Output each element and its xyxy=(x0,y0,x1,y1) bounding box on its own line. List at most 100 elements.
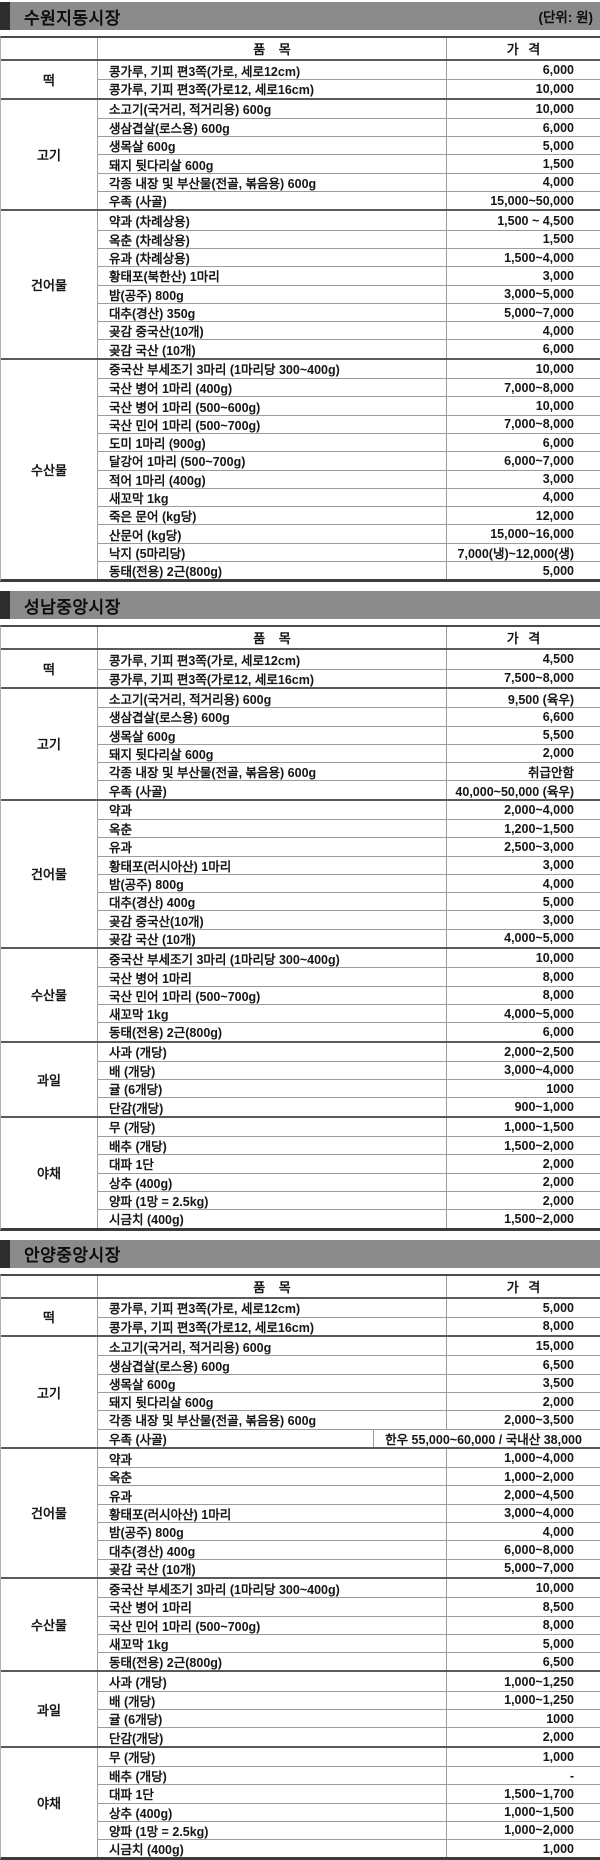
item-name: 배추 (개당) xyxy=(98,1766,447,1785)
table-row: 달강어 1마리 (500~700g) 6,000~7,000 xyxy=(98,451,600,470)
table-row: 콩가루, 기피 편3쪽(가로12, 세로16cm) 10,000 xyxy=(98,79,600,98)
item-name: 소고기(국거리, 적거리용) 600g xyxy=(98,688,447,708)
item-price: 3,000~4,000 xyxy=(504,1506,574,1521)
category-label: 건어물 xyxy=(1,211,98,358)
item-name: 무 (개당) xyxy=(98,1747,447,1766)
item-name: 돼지 뒷다리살 600g xyxy=(98,744,447,763)
item-name: 적어 1마리 (400g) xyxy=(98,470,447,488)
item-name: 배 (개당) xyxy=(98,1691,447,1710)
table-row: 생목살 600g 5,000 xyxy=(98,136,600,155)
item-price: 2,000~4,000 xyxy=(504,802,574,817)
category-group: 과일 사과 (개당) 2,000~2,500 배 (개당) 3,000~4,000 귤 (… xyxy=(1,1040,600,1116)
market-title: 안양중앙시장 xyxy=(24,1246,121,1266)
item-name: 유과 xyxy=(98,1486,447,1504)
table-row: 유과 (차례상용) 1,500~4,000 xyxy=(98,247,600,267)
item-price: 6,000 xyxy=(542,1024,574,1039)
item-name: 우족 (사골) xyxy=(98,192,447,210)
item-price: 8,000 xyxy=(542,1319,574,1334)
item-name: 우족 (사골) xyxy=(98,781,447,799)
table-row: 곶감 국산 (10개) 6,000 xyxy=(98,339,600,358)
item-name: 동태(전용) 2근(800g) xyxy=(98,562,447,580)
table-row: 사과 (개당) 2,000~2,500 xyxy=(98,1042,600,1061)
table-row: 국산 민어 1마리 (500~700g) 8,000 xyxy=(98,985,600,1004)
item-name: 국산 병어 1마리 xyxy=(98,968,447,986)
item-price: 6,000~7,000 xyxy=(504,453,574,468)
table-row: 상추 (400g) 1,000~1,500 xyxy=(98,1802,600,1821)
item-name: 밤(공주) 800g xyxy=(98,874,447,893)
table-row: 소고기(국거리, 적거리용) 600g 15,000 xyxy=(98,1337,600,1356)
group-rows: 소고기(국거리, 적거리용) 600g 9,500 (육우) 생삼겹살(로스용) 6… xyxy=(98,688,600,799)
table-row: 생목살 600g 5,500 xyxy=(98,725,600,744)
item-name: 국산 병어 1마리 (500~600g) xyxy=(98,397,447,415)
table-row: 동태(전용) 2근(800g) 6,000 xyxy=(98,1022,600,1041)
item-price: 5,000 xyxy=(542,1636,574,1651)
table-row: 배추 (개당) 1,500~2,000 xyxy=(98,1136,600,1155)
table-row: 옥춘 1,000~2,000 xyxy=(98,1467,600,1486)
table-row: 돼지 뒷다리살 600g 1,500 xyxy=(98,154,600,173)
table-row: 각종 내장 및 부산물(전골, 볶음용) 600g 취급안함 xyxy=(98,762,600,781)
table-row: 새꼬막 1kg 4,000 xyxy=(98,487,600,507)
item-price: 10,000 xyxy=(535,398,574,413)
accent-bar-icon xyxy=(0,591,10,620)
category-label: 건어물 xyxy=(1,1448,98,1577)
item-price: 1,000 xyxy=(542,1749,574,1764)
item-price: 10,000 xyxy=(535,101,574,116)
table-row: 사과 (개당) 1,000~1,250 xyxy=(98,1672,600,1691)
item-name: 밤(공주) 800g xyxy=(98,285,447,303)
item-price: 9,500 (육우) xyxy=(507,692,574,707)
item-price: 3,000 xyxy=(542,913,574,928)
item-name: 곶감 국산 (10개) xyxy=(98,340,447,358)
item-name: 곶감 국산 (10개) xyxy=(98,1559,447,1577)
item-name: 곶감 중국산(10개) xyxy=(98,322,447,340)
item-name: 콩가루, 기피 편3쪽(가로, 세로12cm) xyxy=(98,650,447,669)
item-name: 양파 (1망 = 2.5kg) xyxy=(98,1191,447,1210)
item-price: 2,000~3,500 xyxy=(504,1412,574,1427)
item-name: 생삼겹살(로스용) 600g xyxy=(98,1356,447,1374)
item-price: 1,500~2,000 xyxy=(504,1211,574,1226)
table-row: 국산 병어 1마리 (500~600g) 10,000 xyxy=(98,396,600,415)
table-row: 곶감 국산 (10개) 5,000~7,000 xyxy=(98,1558,600,1577)
item-name: 국산 민어 1마리 (500~700g) xyxy=(98,415,447,433)
item-name: 대파 1단 xyxy=(98,1155,447,1173)
table-row: 단감(개당) 2,000 xyxy=(98,1727,600,1746)
item-price: 3,000~4,000 xyxy=(504,1063,574,1078)
table-row: 국산 병어 1마리 8,000 xyxy=(98,967,600,986)
item-name: 소고기(국거리, 적거리용) 600g xyxy=(98,1337,447,1356)
table-row: 귤 (6개당) 1000 xyxy=(98,1709,600,1728)
item-price: 1,500 xyxy=(542,232,574,247)
item-name: 귤 (6개당) xyxy=(98,1080,447,1098)
table-row: 생목살 600g 3,500 xyxy=(98,1373,600,1392)
item-price: 7,000(냉)~12,000(생) xyxy=(457,546,574,561)
table-row: 동태(전용) 2근(800g) 5,000 xyxy=(98,561,600,580)
table-row: 도미 1마리 (900g) 6,000 xyxy=(98,432,600,452)
table-row: 대추(경산) 350g 5,000~7,000 xyxy=(98,302,600,322)
category-group: 떡 콩가루, 기피 편3쪽(가로, 세로12cm) 6,000 콩가루, 기피 편3쪽… xyxy=(1,61,600,98)
table-row: 소고기(국거리, 적거리용) 600g 9,500 (육우) xyxy=(98,688,600,708)
group-rows: 콩가루, 기피 편3쪽(가로, 세로12cm) 5,000 콩가루, 기피 편3쪽(… xyxy=(98,1298,600,1336)
item-price: 1,000~1,500 xyxy=(504,1119,574,1134)
item-price: 1,000 xyxy=(542,1841,574,1856)
table-row: 곶감 중국산(10개) 3,000 xyxy=(98,910,600,929)
table-row: 중국산 부세조기 3마리 (1마리당 300~400g) 10,000 xyxy=(98,949,600,968)
item-name: 상추 (400g) xyxy=(98,1803,447,1821)
table-row: 산문어 (kg당) 15,000~16,000 xyxy=(98,524,600,543)
item-name: 생목살 600g xyxy=(98,137,447,155)
group-rows: 약과 1,000~4,000 옥춘 1,000~2,000 유과 2,000~4,500 황… xyxy=(98,1448,600,1577)
table-row: 콩가루, 기피 편3쪽(가로12, 세로16cm) 7,500~8,000 xyxy=(98,668,600,687)
group-rows: 약과 (차례상용) 1,500 ~ 4,500 옥춘 (차례상용) 1,500 유과 (… xyxy=(98,211,600,358)
category-group: 수산물 중국산 부세조기 3마리 (1마리당 300~400g) 10,000 국산 … xyxy=(1,1576,600,1671)
category-label: 과일 xyxy=(1,1672,98,1746)
table-row: 곶감 중국산(10개) 4,000 xyxy=(98,321,600,340)
item-name: 생목살 600g xyxy=(98,726,447,744)
group-rows: 중국산 부세조기 3마리 (1마리당 300~400g) 10,000 국산 병어 … xyxy=(98,359,600,580)
table-row: 콩가루, 기피 편3쪽(가로, 세로12cm) 5,000 xyxy=(98,1298,600,1317)
category-group: 떡 콩가루, 기피 편3쪽(가로, 세로12cm) 5,000 콩가루, 기피 편3쪽… xyxy=(1,1298,600,1336)
table-row: 새꼬막 1kg 5,000 xyxy=(98,1633,600,1653)
item-name: 대파 1단 xyxy=(98,1785,447,1803)
item-price: 4,000 xyxy=(542,876,574,891)
item-name: 국산 민어 1마리 (500~700g) xyxy=(98,1616,447,1634)
table-row: 유과 2,000~4,500 xyxy=(98,1485,600,1504)
